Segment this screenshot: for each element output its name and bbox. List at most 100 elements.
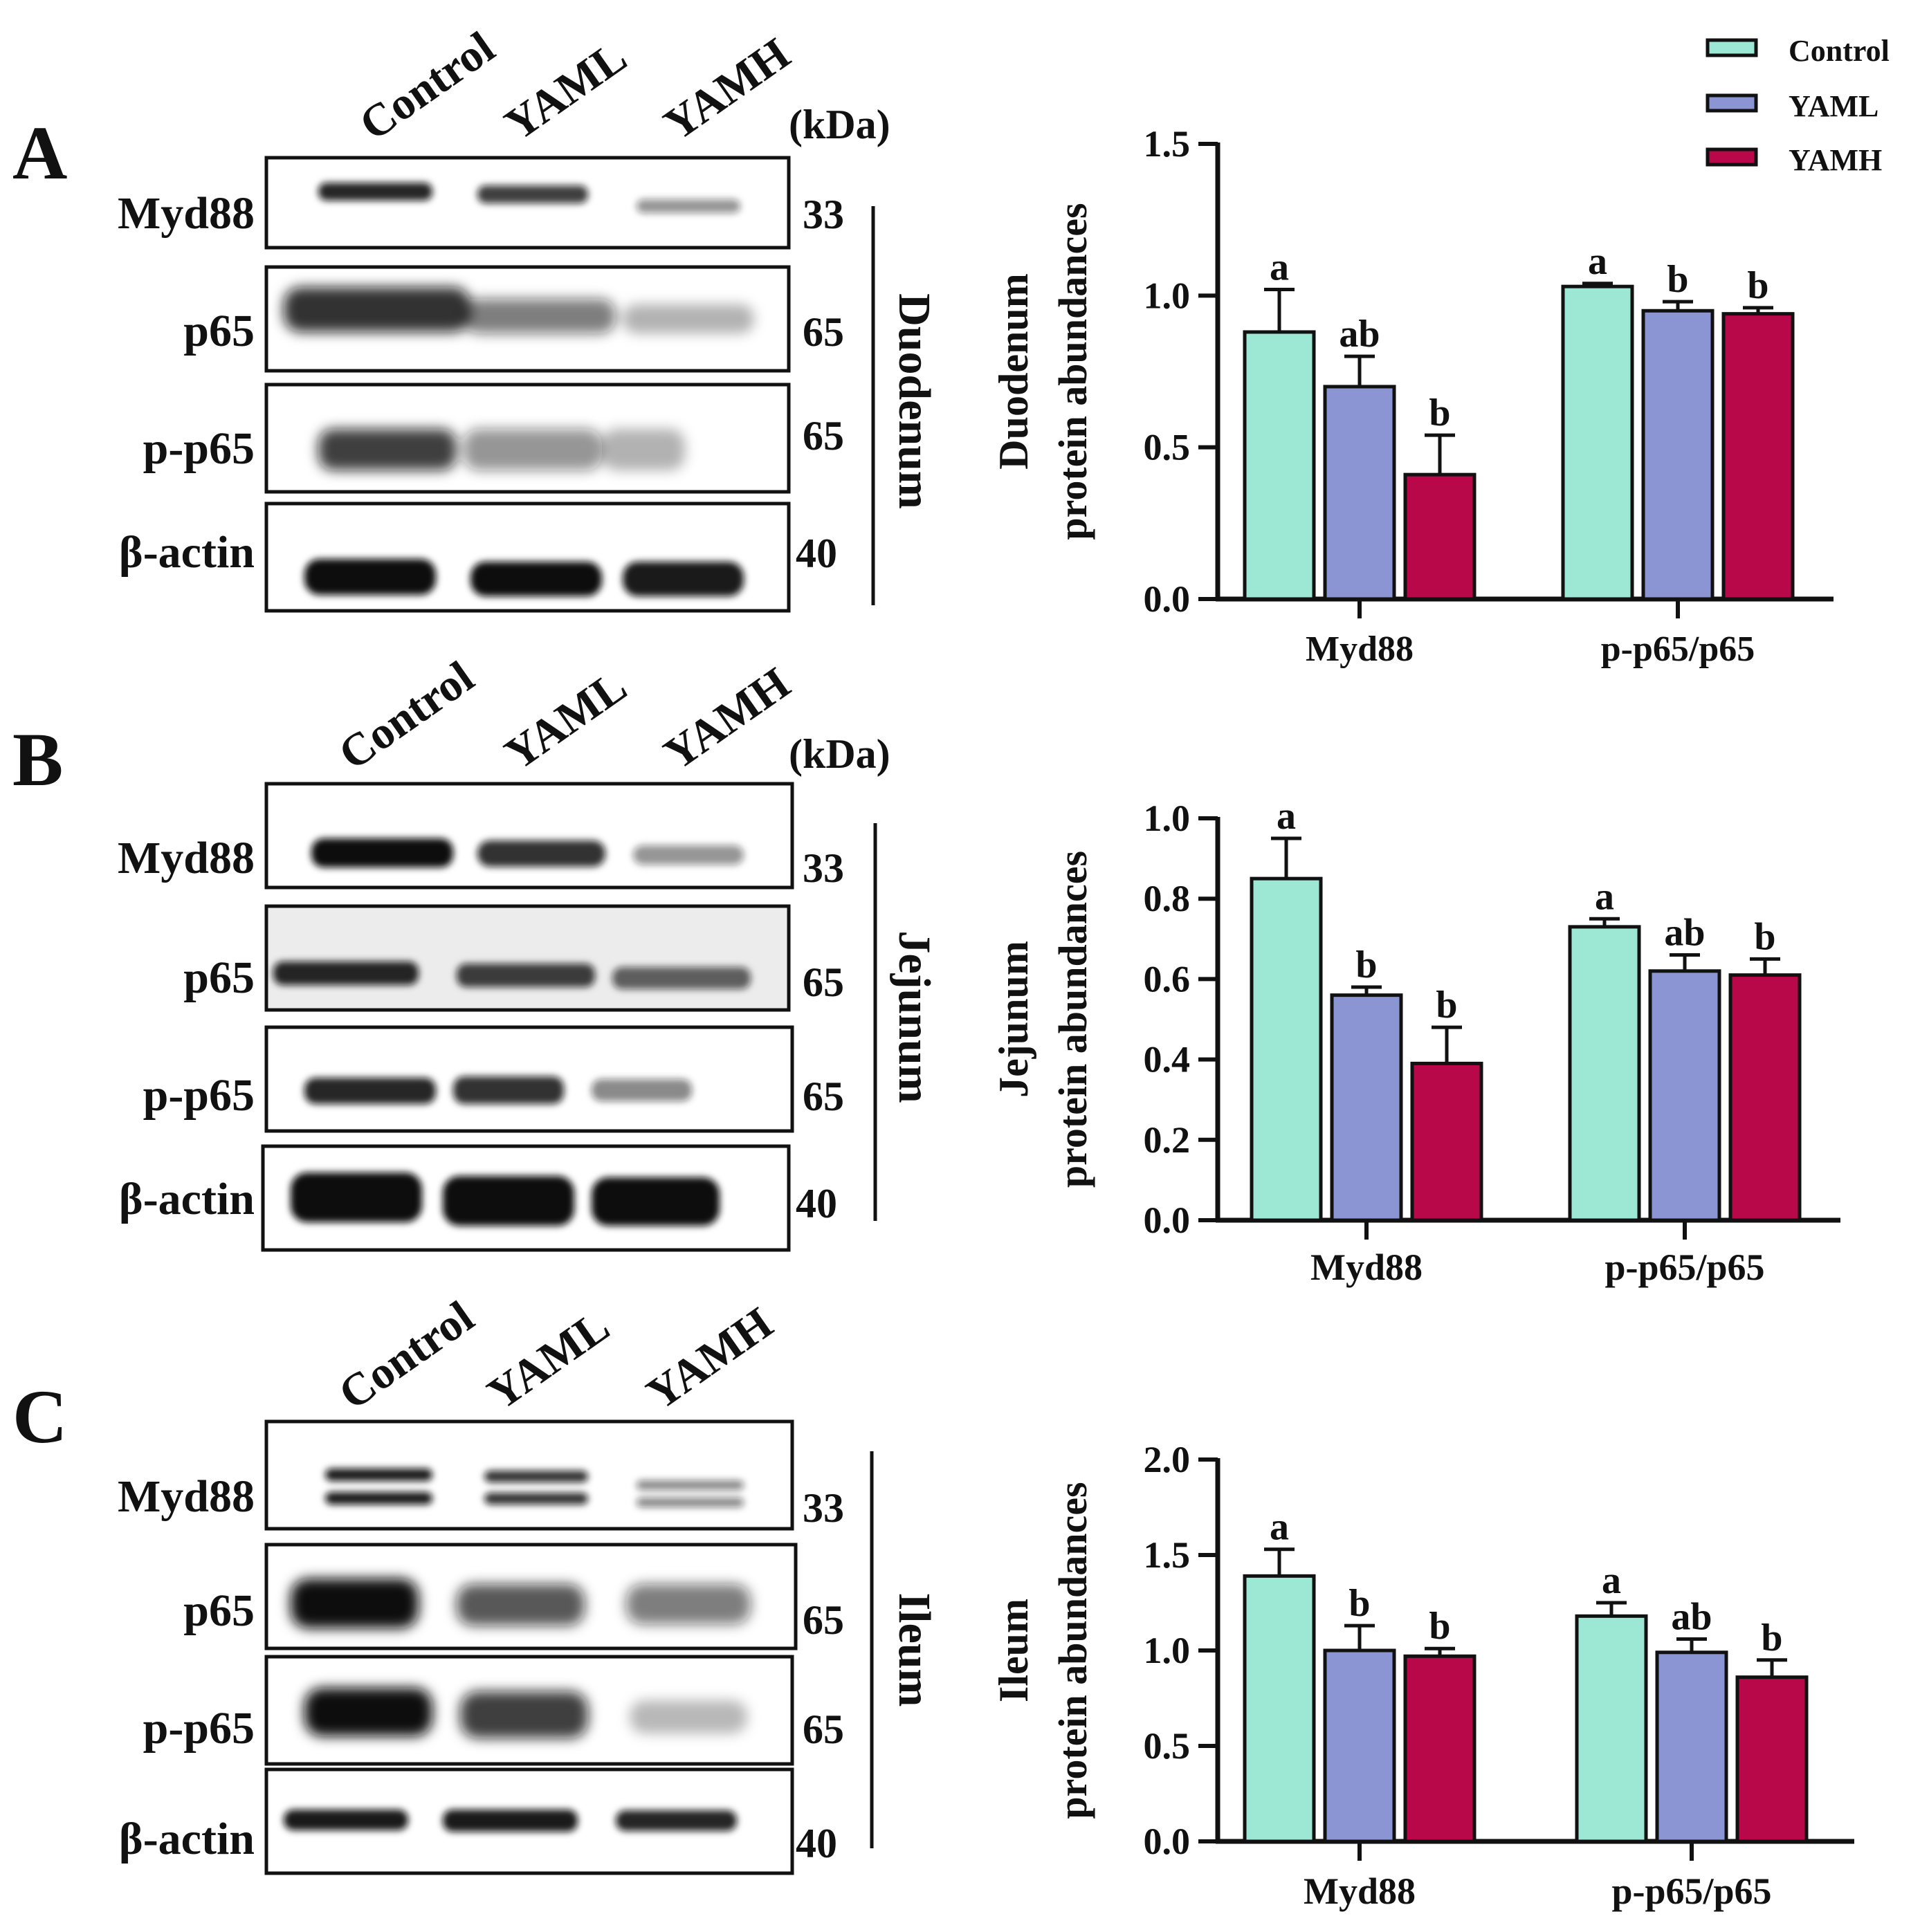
band (304, 559, 744, 596)
band (291, 1579, 751, 1628)
bar-yaml-myd88 (1330, 993, 1403, 1222)
significance-letter: b (1348, 1582, 1370, 1625)
bar-yamh-myd88 (1410, 1061, 1483, 1222)
band (318, 183, 740, 213)
significance-letter: a (1270, 246, 1289, 289)
protein-label: p-p65 (143, 423, 255, 474)
bar-yamh-p-p65-p65 (1728, 973, 1802, 1222)
band (325, 1469, 744, 1507)
bar-yaml-p-p65-p65 (1648, 969, 1721, 1222)
band (291, 1172, 720, 1226)
kda-value: 65 (803, 1074, 844, 1119)
y-tick-label: 0.2 (1144, 1119, 1191, 1161)
legend-label-control: Control (1789, 34, 1890, 68)
kda-value: 65 (803, 959, 844, 1005)
significance-letter: a (1602, 1559, 1621, 1602)
y-tick-label: 1.5 (1144, 1534, 1191, 1576)
legend-label-yamh: YAMH (1789, 143, 1882, 177)
kda-value: 33 (803, 845, 844, 891)
significance-letter: a (1588, 240, 1607, 283)
lane-label: YAMH (638, 1298, 782, 1419)
blot-panel-b: B Control YAML YAMH (kDa) Myd88 33 p65 6… (12, 652, 940, 1252)
bar-yaml-myd88 (1323, 1648, 1396, 1843)
y-tick-label: 2.0 (1144, 1439, 1191, 1480)
blot-background (268, 908, 787, 1008)
significance-letter: a (1277, 795, 1296, 838)
y-tick-label: 0.5 (1144, 427, 1191, 468)
bar-yaml-p-p65-p65 (1655, 1650, 1728, 1843)
protein-label: β-actin (119, 527, 255, 578)
protein-label: p65 (183, 306, 255, 356)
kda-value: 65 (803, 309, 844, 355)
kda-header: (kDa) (789, 731, 890, 777)
blot-panel-a: A Control YAML YAMH (kDa) Myd88 33 p65 6… (12, 22, 940, 613)
band (304, 1688, 747, 1738)
y-axis-label: Jejunum (991, 941, 1036, 1098)
legend: Control YAML YAMH (1706, 34, 1890, 177)
protein-label: p-p65 (143, 1703, 255, 1754)
x-tick-label: p-p65/p65 (1601, 629, 1755, 669)
bar-chart-jejunum: 0.0 0.2 0.4 0.6 0.8 1.0 Jejunum protein abundan… (991, 795, 1840, 1288)
significance-letter: b (1754, 915, 1775, 958)
significance-letter: ab (1664, 912, 1705, 955)
bar-control-myd88 (1250, 876, 1323, 1222)
protein-label: Myd88 (118, 833, 255, 883)
y-tick-label: 1.0 (1144, 1630, 1191, 1671)
lane-label: YAML (496, 31, 636, 150)
kda-value: 65 (803, 1597, 844, 1643)
kda-header: (kDa) (789, 102, 890, 147)
kda-value: 40 (796, 1821, 837, 1866)
protein-label: Myd88 (118, 1471, 255, 1522)
lane-label: Control (330, 652, 483, 780)
blot-frame (264, 782, 794, 890)
band (284, 1810, 737, 1832)
x-tick-label: p-p65/p65 (1604, 1246, 1764, 1288)
y-tick-label: 0.0 (1144, 1821, 1191, 1862)
y-tick-label: 0.6 (1144, 958, 1191, 1000)
significance-letter: ab (1671, 1595, 1712, 1638)
panel-letter: B (12, 717, 63, 802)
band (284, 287, 754, 333)
y-tick-label: 0.0 (1144, 578, 1191, 620)
tissue-label: Ileum (889, 1593, 940, 1707)
kda-value: 33 (803, 192, 844, 237)
significance-letter: b (1747, 264, 1768, 307)
lane-label: Control (351, 22, 504, 150)
y-axis-label: protein abundances (1050, 851, 1095, 1188)
y-axis-label: protein abundances (1050, 1482, 1095, 1819)
bar-yamh-p-p65-p65 (1735, 1675, 1809, 1843)
bar-control-p-p65-p65 (1561, 284, 1634, 601)
bar-control-myd88 (1243, 330, 1316, 601)
y-axis-label: protein abundances (1050, 203, 1095, 540)
blot-panel-c: C Control YAML YAMH Myd88 33 p65 65 p-p6… (12, 1291, 940, 1875)
tissue-label: Jejunum (889, 930, 940, 1103)
bar-yamh-myd88 (1403, 472, 1476, 601)
legend-swatch-yamh (1706, 147, 1758, 167)
significance-letter: b (1667, 258, 1688, 301)
significance-letter: b (1761, 1617, 1782, 1659)
panel-letter: A (12, 111, 67, 195)
lane-label: Control (330, 1291, 483, 1419)
y-tick-label: 0.8 (1144, 878, 1191, 919)
significance-letter: b (1429, 1605, 1450, 1648)
significance-letter: b (1429, 392, 1450, 434)
significance-letter: ab (1339, 313, 1380, 356)
legend-swatch-control (1706, 38, 1758, 57)
kda-value: 40 (796, 531, 837, 576)
protein-label: β-actin (119, 1814, 255, 1864)
bar-yamh-myd88 (1403, 1654, 1476, 1843)
y-tick-label: 0.5 (1144, 1725, 1191, 1767)
protein-label: p65 (183, 953, 255, 1003)
band (304, 1076, 692, 1104)
lane-label: YAMH (655, 28, 799, 150)
y-tick-label: 1.0 (1144, 798, 1191, 839)
lane-label: YAMH (655, 658, 799, 780)
kda-value: 40 (796, 1181, 837, 1226)
y-tick-label: 1.5 (1144, 123, 1191, 165)
lane-label: YAML (479, 1300, 619, 1419)
lane-label: YAML (496, 661, 636, 780)
protein-label: p-p65 (143, 1070, 255, 1121)
bar-control-p-p65-p65 (1568, 925, 1641, 1222)
band (273, 962, 751, 989)
significance-letter: a (1595, 875, 1614, 918)
